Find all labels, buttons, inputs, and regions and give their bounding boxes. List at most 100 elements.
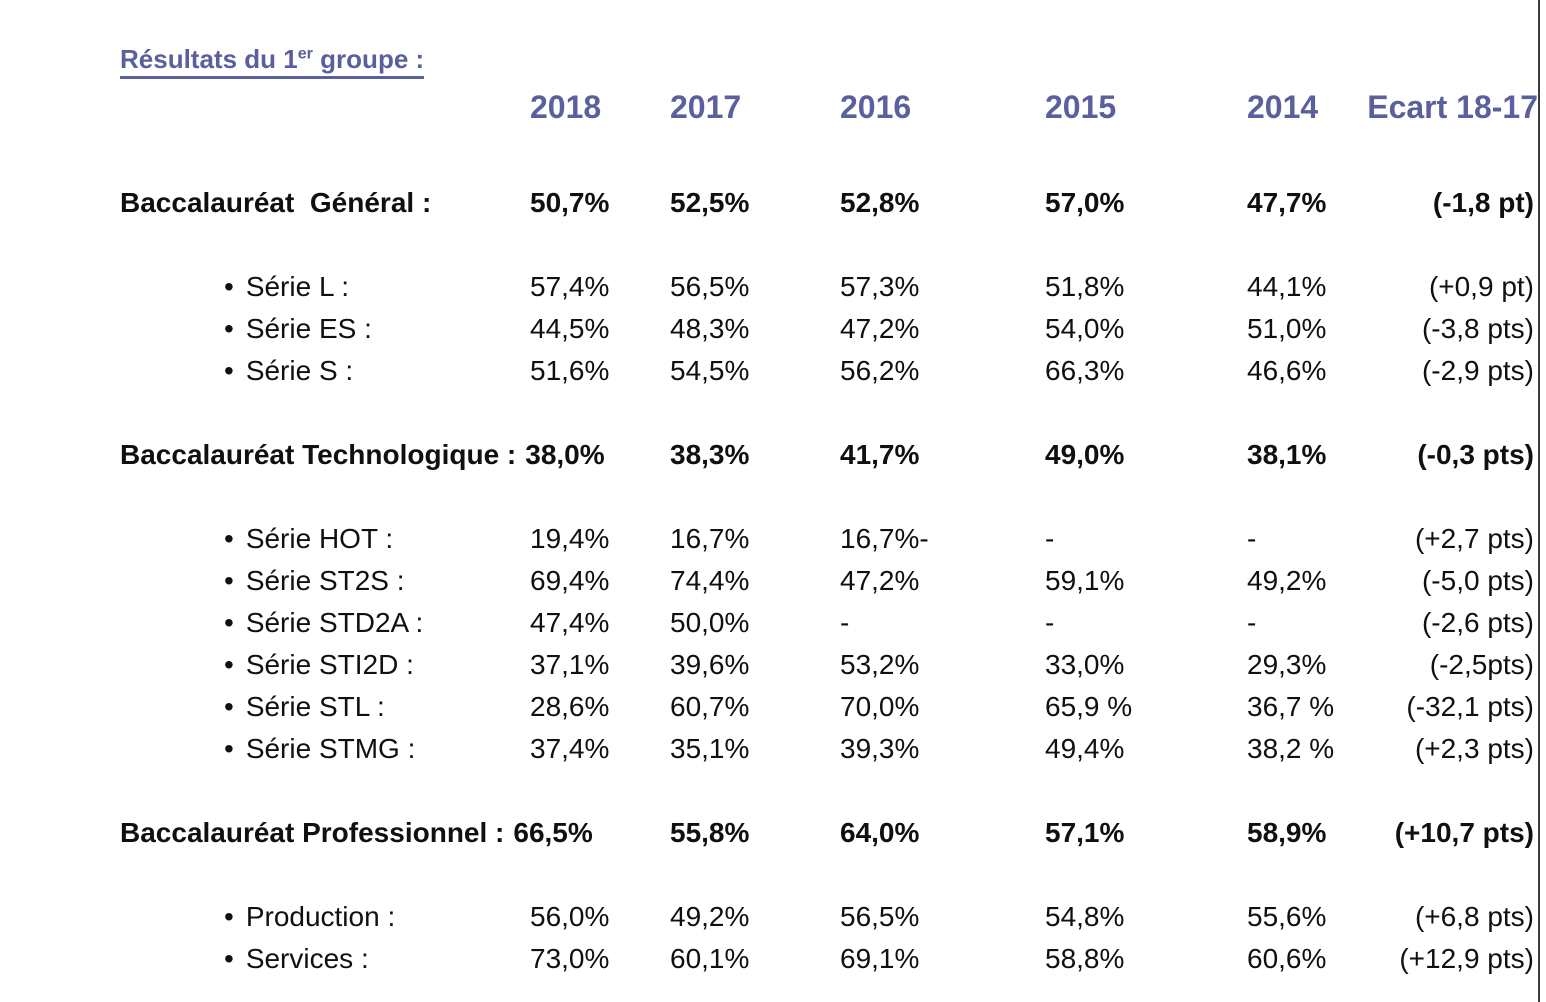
value-cell: 36,7 % (1247, 690, 1335, 722)
row-label: Baccalauréat Professionnel : (120, 816, 505, 848)
results-table-body: Baccalauréat Général : 50,7% 52,5% 52,8% 57,… (0, 140, 1546, 980)
value-cell: 57,0% (1045, 186, 1125, 218)
value-cell: 28,6% (530, 690, 610, 722)
value-cell: 44,5% (530, 312, 610, 344)
value-cell: 16,7% (670, 522, 750, 554)
column-header-2017: 2017 (670, 89, 742, 126)
spacer-cell (0, 140, 1546, 182)
header-spacer-cell (0, 76, 530, 140)
value-cell: 47,2% (840, 564, 920, 596)
column-header-2016: 2016 (840, 89, 912, 126)
row-label: Série HOT : (245, 522, 394, 554)
bullet-icon: • (224, 732, 234, 764)
value-cell: 55,8% (670, 816, 750, 848)
spacer-row (0, 392, 1546, 434)
table-row: • Production : 56,0% 49,2% 56,5% 54,8% 55,6% (+… (0, 896, 1546, 938)
value-cell: 41,7% (840, 438, 920, 470)
row-label: Baccalauréat Technologique : (120, 438, 517, 470)
row-label-cell: • Série ST2S : (0, 560, 530, 602)
bullet-icon: • (224, 648, 234, 680)
bullet-icon: • (224, 606, 234, 638)
value-cell: 38,3% (670, 438, 750, 470)
ecart-cell: (-1,8 pt) (1432, 186, 1534, 218)
table-row: • Série ES : 44,5% 48,3% 47,2% 54,0% 51,0% (-3,… (0, 308, 1546, 350)
header-row: 2018 2017 2016 2015 2014 Ecart 18-17 (0, 76, 1546, 140)
title-superscript: er (297, 44, 313, 62)
row-label-cell: • Série HOT : (0, 518, 530, 560)
value-cell: 65,9 % (1045, 690, 1133, 722)
ecart-cell: (+12,9 pts) (1399, 942, 1534, 974)
row-label-cell: • Série STL : (0, 686, 530, 728)
row-label-cell: • Série STMG : (0, 728, 530, 770)
value-cell: 38,1% (1247, 438, 1327, 470)
ecart-cell: (+0,9 pt) (1428, 270, 1534, 302)
value-cell: 49,4% (1045, 732, 1125, 764)
value-cell: 56,2% (840, 354, 920, 386)
inline-first-value: 38,0% (525, 438, 605, 470)
bullet-icon: • (224, 900, 234, 932)
ecart-cell: (+2,3 pts) (1414, 732, 1534, 764)
spacer-cell (0, 392, 1546, 434)
value-cell: 54,0% (1045, 312, 1125, 344)
value-cell: 55,6% (1247, 900, 1327, 932)
ecart-cell: (-5,0 pts) (1421, 564, 1534, 596)
value-cell: 47,7% (1247, 186, 1327, 218)
page-border-line (1538, 0, 1540, 1002)
value-cell: 47,2% (840, 312, 920, 344)
column-header-2015: 2015 (1045, 89, 1117, 126)
value-cell: 74,4% (670, 564, 750, 596)
table-row: • Série STI2D : 37,1% 39,6% 53,2% 33,0% 29,3% (… (0, 644, 1546, 686)
table-row: • Série S : 51,6% 54,5% 56,2% 66,3% 46,6% (-2,9… (0, 350, 1546, 392)
value-cell: 57,4% (530, 270, 610, 302)
value-cell: 60,6% (1247, 942, 1327, 974)
value-cell: 69,1% (840, 942, 920, 974)
row-label: Série S : (245, 354, 354, 386)
row-label: Production : (245, 900, 396, 932)
ecart-cell: (+6,8 pts) (1414, 900, 1534, 932)
value-cell: 57,1% (1045, 816, 1125, 848)
value-cell: 39,6% (670, 648, 750, 680)
spacer-row (0, 854, 1546, 896)
spacer-row (0, 476, 1546, 518)
ecart-cell: (-3,8 pts) (1421, 312, 1534, 344)
value-cell: 56,0% (530, 900, 610, 932)
ecart-cell: (-2,5pts) (1429, 648, 1534, 680)
bullet-icon: • (224, 690, 234, 722)
row-label: Services : (245, 942, 369, 974)
row-label-cell: • Série STI2D : (0, 644, 530, 686)
value-cell: 29,3% (1247, 648, 1327, 680)
ecart-cell: (-0,3 pts) (1417, 438, 1534, 470)
value-cell: 44,1% (1247, 270, 1327, 302)
column-header-2014: 2014 (1247, 89, 1319, 126)
value-cell: 54,5% (670, 354, 750, 386)
value-cell: 51,8% (1045, 270, 1125, 302)
value-cell: 39,3% (840, 732, 920, 764)
row-label: Série STD2A : (245, 606, 424, 638)
value-cell: 66,3% (1045, 354, 1125, 386)
bullet-icon: • (224, 270, 234, 302)
value-cell: 56,5% (840, 900, 920, 932)
bullet-icon: • (224, 942, 234, 974)
value-cell: 48,3% (670, 312, 750, 344)
table-row: • Série HOT : 19,4% 16,7% 16,7%- - - (+2,7 pts) (0, 518, 1546, 560)
value-cell: 51,0% (1247, 312, 1327, 344)
page-title: Résultats du 1er groupe : (120, 36, 1546, 79)
column-header-ecart: Ecart 18-17 (1367, 89, 1538, 126)
row-label: Série ES : (245, 312, 372, 344)
row-label: Série L : (245, 270, 350, 302)
table-row: • Services : 73,0% 60,1% 69,1% 58,8% 60,6% (+12… (0, 938, 1546, 980)
value-cell: 70,0% (840, 690, 920, 722)
ecart-cell: (+2,7 pts) (1414, 522, 1534, 554)
value-cell: 52,5% (670, 186, 750, 218)
results-table: 2018 2017 2016 2015 2014 Ecart 18-17 Bac… (0, 76, 1546, 980)
table-row: • Série STMG : 37,4% 35,1% 39,3% 49,4% 38,2 % (… (0, 728, 1546, 770)
row-label: Série STI2D : (245, 648, 414, 680)
bullet-icon: • (224, 564, 234, 596)
table-row: • Série STD2A : 47,4% 50,0% - - - (-2,6 pts) (0, 602, 1546, 644)
value-cell: 47,4% (530, 606, 610, 638)
ecart-cell: (-2,6 pts) (1421, 606, 1534, 638)
value-cell: - (840, 606, 850, 638)
value-cell: 33,0% (1045, 648, 1125, 680)
column-header-2018: 2018 (530, 89, 602, 126)
ecart-cell: (-32,1 pts) (1406, 690, 1534, 722)
